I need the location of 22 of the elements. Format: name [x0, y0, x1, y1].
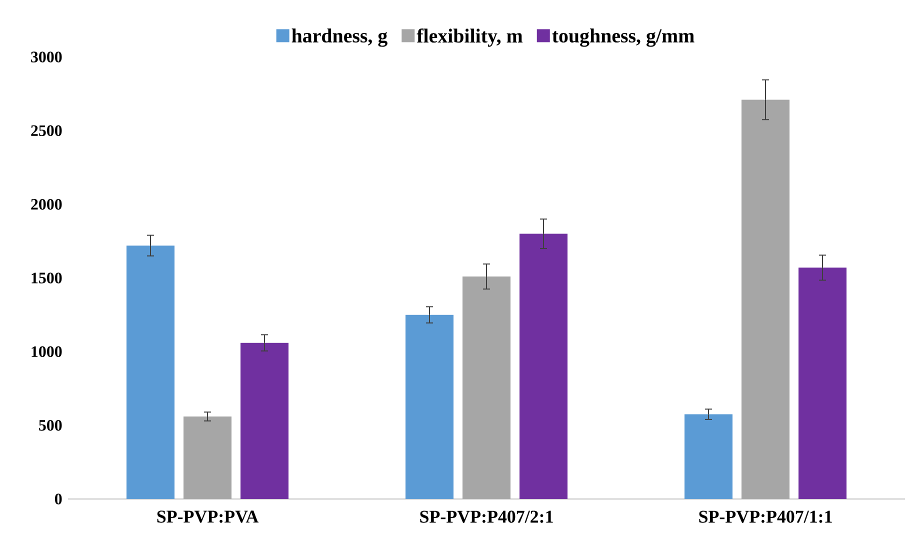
y-tick-label: 3000	[31, 52, 62, 62]
bar	[798, 268, 847, 499]
bar	[126, 246, 175, 499]
bar	[406, 314, 454, 499]
x-tick-label: SP-PVP:P407/2:1	[420, 510, 553, 523]
y-tick-label: 0	[54, 494, 62, 504]
bar	[520, 234, 568, 499]
bar	[240, 342, 289, 499]
legend-label: toughness, g/mm	[552, 28, 694, 47]
x-tick-label: SP-PVP:P407/1:1	[699, 510, 832, 523]
y-tick-label: 1000	[32, 346, 62, 358]
x-tick-label: SP-PVP:PVA	[157, 510, 259, 523]
bar	[684, 414, 733, 499]
bar	[462, 276, 511, 499]
y-tick-label: 2500	[31, 125, 62, 136]
legend-label: flexibility, m	[416, 28, 523, 47]
y-tick-label: 2000	[31, 198, 62, 210]
y-tick-label: 500	[39, 420, 62, 431]
legend-label: hardness, g	[292, 28, 388, 47]
bar	[184, 416, 232, 499]
y-tick-label: 1500	[32, 272, 62, 284]
bar	[742, 100, 790, 499]
